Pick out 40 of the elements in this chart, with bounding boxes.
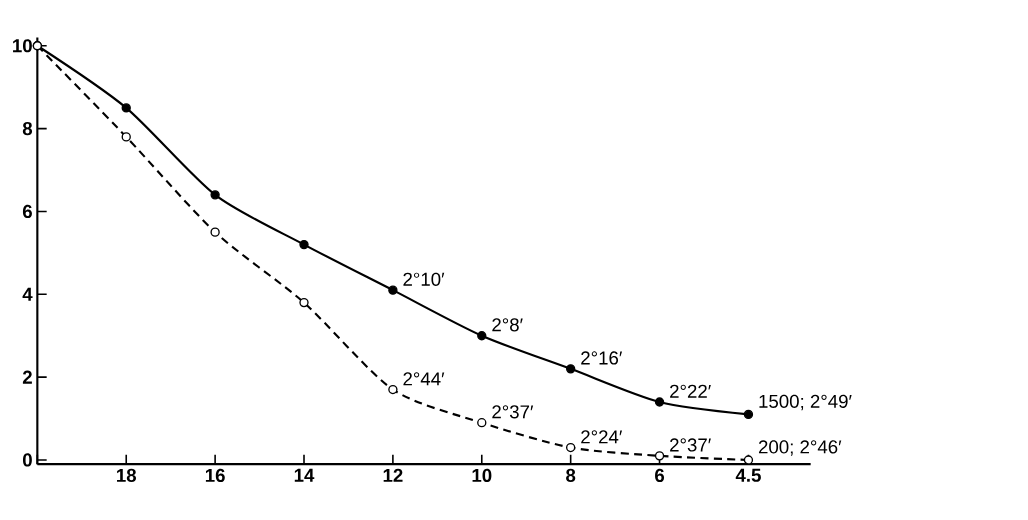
- y-tick-label: 0: [22, 453, 32, 467]
- y-tick-label: 4: [22, 287, 33, 301]
- annotation: 2°37′: [670, 438, 711, 452]
- x-tick-label: 4.5: [735, 468, 761, 482]
- point: [477, 418, 487, 428]
- point: [477, 331, 487, 341]
- point: [565, 364, 576, 374]
- y-tick-label: 2: [22, 370, 32, 384]
- point: [121, 103, 131, 113]
- x-tick-label: 12: [383, 468, 403, 482]
- point: [743, 409, 754, 420]
- point: [210, 227, 220, 237]
- y-tick-label: 8: [22, 121, 33, 136]
- annotation: 2°10′: [403, 272, 445, 286]
- point: [121, 132, 131, 142]
- annotation: 200; 2°46′: [758, 440, 842, 456]
- x-tick-label: 18: [117, 468, 137, 483]
- annotation: 2°24′: [581, 430, 622, 444]
- annotation: 2°16′: [581, 351, 622, 365]
- annotation: 1500; 2°49′: [759, 394, 852, 411]
- annotation: 2°8′: [492, 318, 523, 332]
- point: [388, 285, 398, 295]
- x-tick-label: 6: [655, 468, 665, 483]
- x-tick-label: 16: [205, 468, 225, 483]
- annotation: 2°44′: [403, 372, 445, 386]
- x-tick-label: 8: [566, 468, 576, 483]
- point: [654, 397, 665, 407]
- point: [654, 451, 665, 461]
- point: [210, 190, 220, 200]
- point: [565, 442, 576, 453]
- y-tick-label: 6: [22, 204, 32, 219]
- point: [299, 239, 309, 250]
- x-tick-label: 10: [472, 468, 492, 483]
- y-tick-label: 10: [13, 39, 32, 53]
- annotation: 2°22′: [670, 384, 711, 398]
- x-tick-label: 14: [294, 468, 315, 482]
- point: [299, 297, 309, 308]
- annotation: 2°37′: [492, 405, 534, 419]
- point: [388, 384, 398, 395]
- point: [743, 455, 754, 465]
